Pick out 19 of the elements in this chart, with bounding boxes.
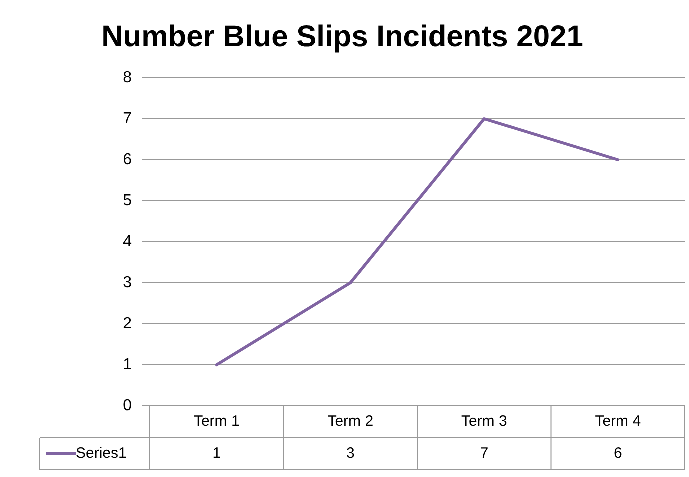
legend-label: Series1 [76, 445, 127, 462]
data-label: 7 [480, 445, 489, 462]
y-tick-label: 3 [123, 274, 132, 292]
chart-title: Number Blue Slips Incidents 2021 [102, 20, 584, 54]
y-tick-label: 5 [123, 192, 132, 210]
x-tick-label: Term 4 [595, 413, 642, 430]
y-tick-label: 8 [123, 69, 132, 86]
y-tick-label: 1 [123, 356, 132, 374]
y-tick-label: 0 [123, 397, 132, 414]
data-label: 3 [346, 445, 355, 462]
x-tick-label: Term 1 [194, 413, 240, 430]
data-label: 6 [614, 445, 622, 462]
y-tick-label: 6 [123, 151, 132, 168]
y-tick-label: 4 [123, 233, 132, 250]
y-tick-label: 7 [123, 110, 132, 128]
x-tick-label: Term 2 [328, 413, 374, 430]
data-label: 1 [212, 445, 222, 462]
x-tick-label: Term 3 [461, 413, 508, 430]
y-tick-label: 2 [123, 315, 132, 332]
